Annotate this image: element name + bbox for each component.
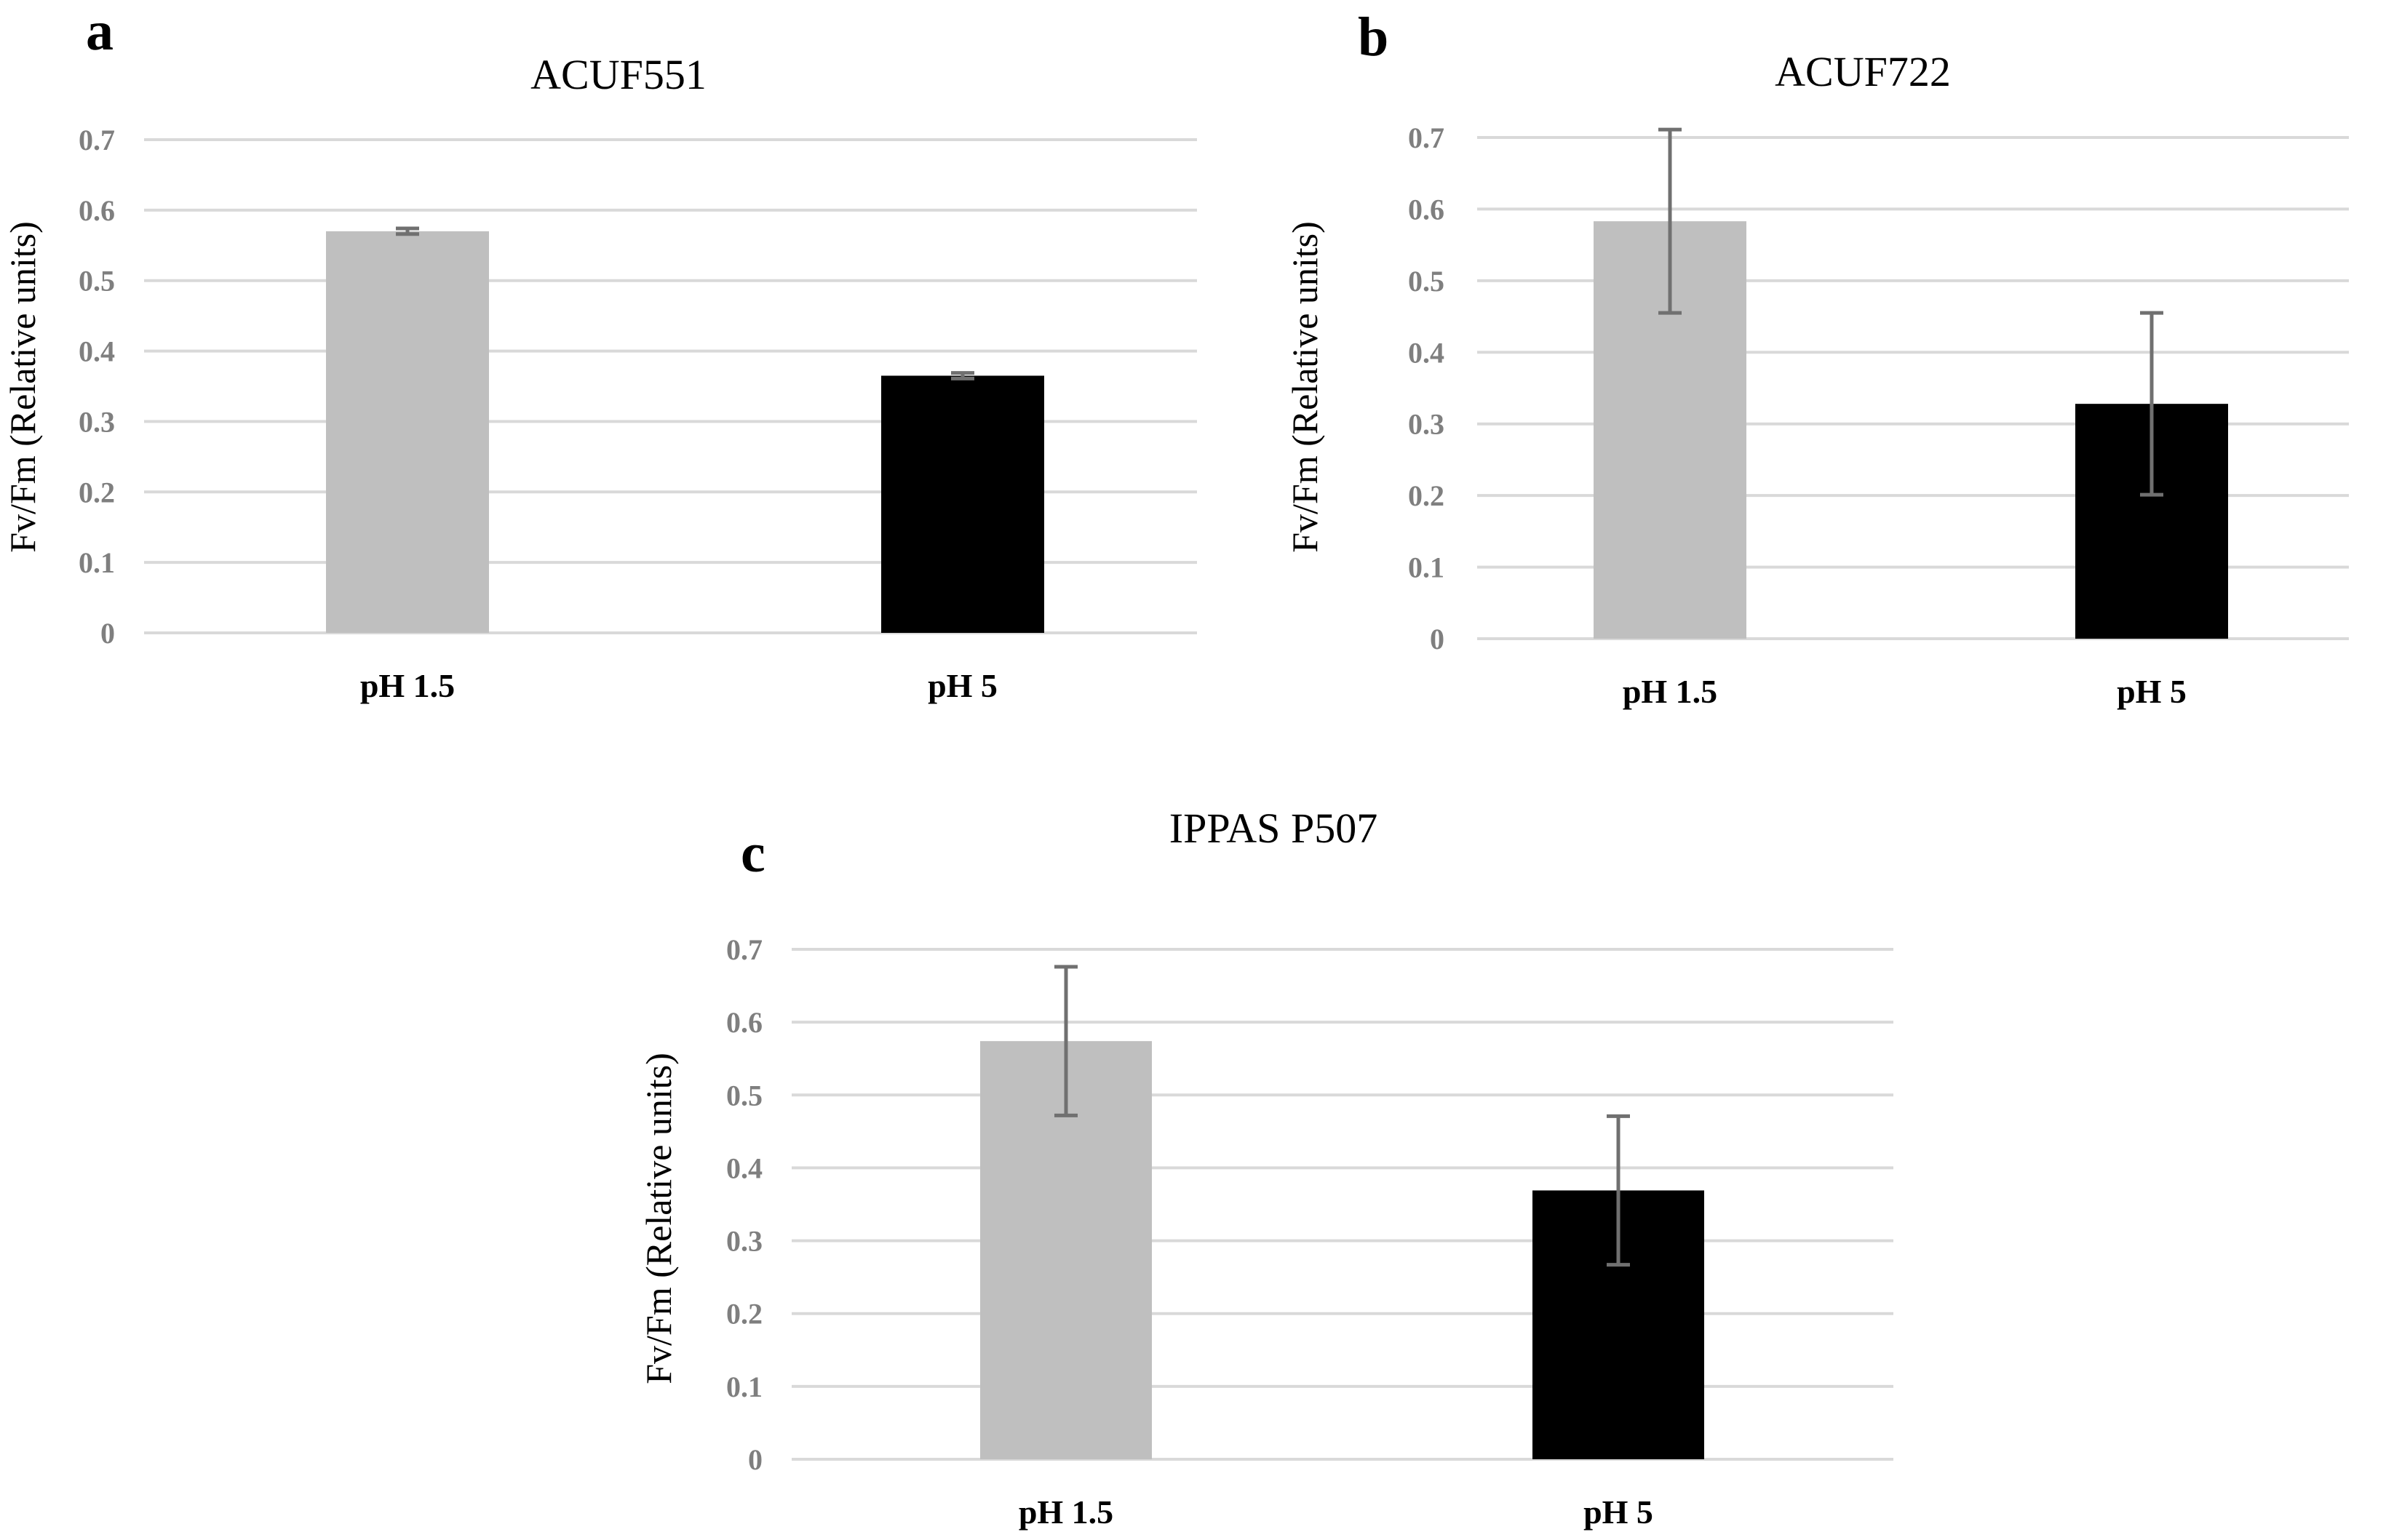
y-tick-label: 0 (748, 1443, 763, 1476)
chart-title: ACUF722 (1775, 48, 1951, 95)
y-tick-label: 0.5 (1408, 265, 1444, 298)
y-tick-label: 0.7 (79, 124, 115, 156)
x-tick-label: pH 1.5 (360, 667, 455, 704)
x-tick-label: pH 5 (2117, 673, 2187, 710)
chart-panel-c: c IPPAS P507 Fv/Fm (Relative units) 0 0.1 0.2… (638, 805, 1893, 1531)
panel-letter: b (1358, 7, 1388, 68)
y-tick-label: 0.1 (1408, 551, 1444, 584)
y-tick-label: 0.3 (79, 405, 115, 438)
y-tick-label: 0.2 (79, 476, 115, 508)
y-tick-label: 0.5 (79, 265, 115, 298)
y-axis-label: Fv/Fm (Relative units) (2, 221, 43, 553)
y-axis-label: Fv/Fm (Relative units) (638, 1053, 679, 1384)
y-tick-label: 0.5 (726, 1079, 763, 1112)
y-axis-label: Fv/Fm (Relative units) (1284, 221, 1325, 553)
x-tick-label: pH 5 (928, 667, 998, 704)
x-tick-label: pH 1.5 (1019, 1493, 1113, 1531)
error-bar (1054, 965, 1078, 1117)
y-tick-label: 0.6 (726, 1006, 763, 1039)
x-tick-label: pH 5 (1583, 1493, 1653, 1531)
y-tick-label: 0.2 (1408, 479, 1444, 512)
error-bar (396, 226, 419, 236)
y-tick-label: 0.6 (79, 194, 115, 227)
chart-panel-a: a ACUF551 Fv/Fm (Relative units) 0 0.1 0.2 0.3… (2, 1, 1197, 704)
y-tick-label: 0.1 (79, 546, 115, 579)
panel-letter: c (741, 823, 765, 884)
y-tick-label: 0 (100, 617, 115, 650)
error-bar (951, 371, 974, 380)
chart-title: ACUF551 (530, 51, 707, 98)
y-tick-label: 0.7 (1408, 121, 1444, 154)
panel-letter: a (86, 1, 114, 62)
y-tick-label: 0.7 (726, 933, 763, 966)
y-tick-label: 0.3 (1408, 408, 1444, 441)
chart-panel-b: b ACUF722 Fv/Fm (Relative units) 0 0.1 0.2 0.3… (1284, 7, 2349, 710)
x-tick-label: pH 1.5 (1623, 673, 1717, 710)
y-tick-label: 0.6 (1408, 193, 1444, 226)
error-bar (1658, 127, 1682, 315)
y-tick-label: 0.4 (726, 1152, 763, 1184)
bar (881, 375, 1044, 633)
chart-title: IPPAS P507 (1169, 805, 1377, 852)
error-bar (2140, 311, 2163, 497)
y-tick-label: 0.2 (726, 1298, 763, 1330)
y-tick-label: 0.1 (726, 1371, 763, 1403)
y-tick-label: 0.3 (726, 1225, 763, 1258)
error-bar (1607, 1114, 1630, 1267)
bar (326, 231, 489, 633)
y-tick-label: 0.4 (1408, 336, 1444, 369)
y-tick-label: 0 (1430, 623, 1444, 655)
y-tick-label: 0.4 (79, 335, 115, 368)
